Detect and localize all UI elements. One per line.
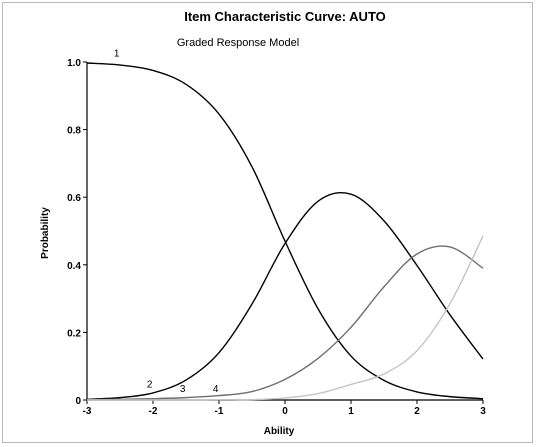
curve-label-2: 2 bbox=[147, 380, 153, 391]
curve-label-3: 3 bbox=[180, 384, 186, 395]
curve-label-4: 4 bbox=[213, 384, 219, 395]
x-tick-label: -3 bbox=[83, 406, 92, 417]
curve-label-1: 1 bbox=[114, 48, 120, 59]
curve-category-2 bbox=[86, 192, 484, 401]
chart-title: Item Characteristic Curve: AUTO bbox=[184, 9, 386, 24]
y-tick-label: 0.4 bbox=[67, 261, 81, 272]
y-tick-label: 1.0 bbox=[67, 58, 81, 69]
y-tick-label: 0.6 bbox=[67, 193, 81, 204]
chart-frame bbox=[2, 2, 533, 443]
x-tick-label: 3 bbox=[480, 406, 486, 417]
x-tick-label: 2 bbox=[414, 406, 420, 417]
x-tick-label: 1 bbox=[348, 406, 354, 417]
curve-category-1 bbox=[86, 62, 484, 400]
y-tick-label: 0.8 bbox=[67, 126, 81, 137]
y-tick-label: 0 bbox=[75, 396, 81, 407]
curve-category-3 bbox=[86, 245, 484, 401]
x-tick-label: -1 bbox=[215, 406, 224, 417]
y-axis-label: Probability bbox=[40, 207, 51, 259]
x-tick-label: 0 bbox=[282, 406, 288, 417]
y-tick-label: 0.2 bbox=[67, 328, 81, 339]
curve-category-4 bbox=[87, 235, 484, 401]
plot-area: -3 -2 -1 0 1 2 3 0 0.2 0.4 0.6 0.8 1.0 1 2 3 4 bbox=[67, 48, 486, 417]
x-tick-label: -2 bbox=[149, 406, 158, 417]
x-axis-label: Ability bbox=[264, 426, 295, 437]
chart-subtitle: Graded Response Model bbox=[177, 37, 299, 49]
